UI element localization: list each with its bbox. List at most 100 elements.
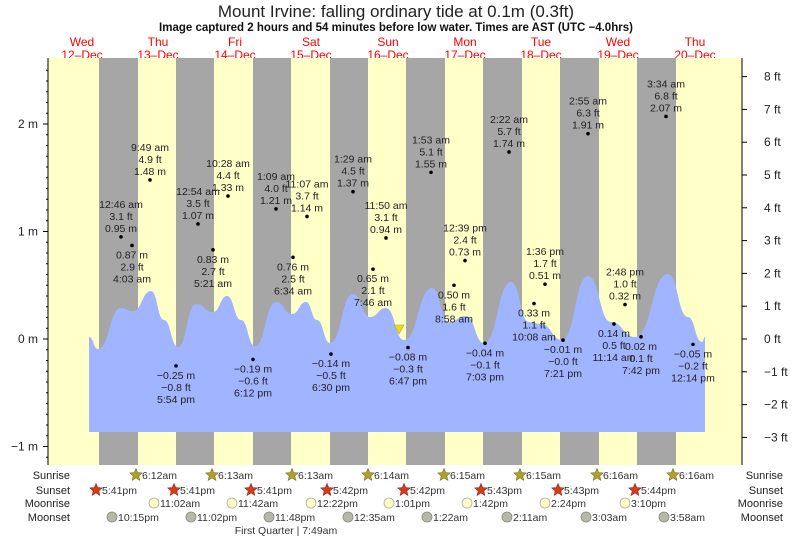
tide-height-ft: 4.9 ft <box>138 154 161 166</box>
sunrise-icon <box>285 467 299 481</box>
moonrise-time: 1:01pm <box>395 498 430 510</box>
tide-time: 12:54 am <box>176 186 220 198</box>
ft-tick-label: 4 ft <box>764 201 781 215</box>
tide-point <box>463 258 467 263</box>
day-name: Thu <box>685 35 706 49</box>
sunset-time: 5:43pm <box>564 485 599 497</box>
tide-high-annotation: 9:49 am4.9 ft1.48 m <box>131 142 169 182</box>
tide-time: 12:39 pm <box>443 223 487 235</box>
moonrise-time: 1:42pm <box>473 498 508 510</box>
tide-height-m: −0.14 m <box>312 358 350 370</box>
tide-time: 2:48 pm <box>606 267 644 279</box>
day-name: Sat <box>302 35 321 49</box>
tide-time: 4:03 am <box>113 273 151 285</box>
tide-height-ft: 3.5 ft <box>186 198 209 210</box>
moonset-time: 11:02pm <box>197 512 237 524</box>
current-time-marker <box>393 324 405 335</box>
sunset-icon <box>320 482 334 496</box>
tide-height-m: −0.01 m <box>544 344 582 356</box>
sunset-time: 5:44pm <box>641 485 676 497</box>
tide-time: 9:49 am <box>131 142 169 154</box>
tide-time: 8:58 am <box>435 313 473 325</box>
sunrise-time: 6:14am <box>374 470 409 482</box>
tide-time: 12:14 pm <box>671 372 715 384</box>
tide-height-m: −0.05 m <box>674 348 712 360</box>
moonset-row-label-right: Moonset <box>741 512 783 524</box>
plot-area <box>48 58 742 465</box>
tide-time: 1:53 am <box>412 134 450 146</box>
tide-time: 6:47 pm <box>389 376 427 388</box>
tide-time: 5:21 am <box>194 278 232 290</box>
tide-height-ft: −0.5 ft <box>316 370 346 382</box>
tide-high-annotation: 2:22 am5.7 ft1.74 m <box>490 114 528 154</box>
tide-point <box>406 345 410 350</box>
tide-high-annotation: 10:28 am4.4 ft1.33 m <box>206 158 250 198</box>
tide-time: 11:14 am <box>593 352 636 364</box>
tide-high-annotation: 1:53 am5.1 ft1.55 m <box>412 134 450 175</box>
moonset-icon <box>342 511 354 523</box>
tide-height-ft: 0.5 ft <box>602 340 625 352</box>
tide-point <box>251 357 255 362</box>
tide-high-annotation: 2:55 am6.3 ft1.91 m <box>569 96 607 136</box>
tide-point <box>274 207 278 211</box>
tide-point <box>351 189 355 194</box>
sunset-icon <box>167 482 181 496</box>
tide-point <box>586 131 590 136</box>
sunrise-time: 6:13am <box>298 470 333 482</box>
tide-point <box>639 335 643 339</box>
tide-height-m: 0.76 m <box>277 261 309 273</box>
tide-height-m: 0.32 m <box>609 291 641 303</box>
tide-point <box>148 178 152 182</box>
moonset-row-label: Moonset <box>28 512 70 524</box>
tide-height-m: 1.33 m <box>212 182 244 194</box>
sunset-time: 5:42pm <box>333 485 368 497</box>
moonrise-row-label: Moonrise <box>25 498 70 510</box>
tide-point <box>226 194 230 198</box>
sunset-icon <box>397 482 411 496</box>
moonrise-time: 11:42am <box>238 498 278 510</box>
ft-tick-label: −2 ft <box>764 398 788 412</box>
moonset-icon <box>263 511 275 523</box>
tide-height-m: 0.65 m <box>357 273 389 285</box>
tide-height-ft: 3.1 ft <box>374 212 397 224</box>
day-name: Sun <box>377 35 398 49</box>
moonrise-time: 11:02am <box>160 498 200 510</box>
tide-height-ft: 1.7 ft <box>533 258 556 270</box>
sunset-time: 5:41pm <box>180 485 215 497</box>
day-name: Fri <box>228 35 242 49</box>
sunrise-icon <box>205 467 219 481</box>
tide-height-m: 1.48 m <box>134 166 166 178</box>
tide-low-annotation: −0.04 m−0.1 ft7:03 pm <box>466 341 504 383</box>
moonset-icon <box>658 511 670 523</box>
sunset-icon <box>628 482 642 496</box>
m-tick-label: 2 m <box>18 117 38 131</box>
tide-height-m: 1.21 m <box>260 195 292 207</box>
sunrise-icon <box>513 467 527 481</box>
sunset-icon <box>474 482 488 496</box>
tide-height-ft: 2.9 ft <box>120 261 143 273</box>
axes: 2 m 1 m 0 m −1 m 8 ft 7 ft 6 ft 5 ft 4 ft 3 ft 2 f… <box>11 58 788 465</box>
sunrise-icon <box>361 467 375 481</box>
tide-time: 5:54 pm <box>157 394 195 406</box>
tide-time: 7:46 am <box>354 297 392 309</box>
sunrise-icon <box>590 467 604 481</box>
tide-point <box>612 322 616 326</box>
tide-height-ft: 6.3 ft <box>576 108 599 120</box>
tide-height-ft: 1.1 ft <box>522 320 545 332</box>
tide-low-annotation: 0.02 m0.1 ft7:42 pm <box>622 335 660 377</box>
moonrise-icon <box>539 497 551 509</box>
tide-time: 6:34 am <box>274 285 312 297</box>
moonrise-icon <box>226 497 238 509</box>
moonset-time: 1:22am <box>433 512 468 524</box>
tide-time: 6:12 pm <box>234 387 272 399</box>
tide-low-annotation: −0.19 m−0.6 ft6:12 pm <box>234 357 272 399</box>
tide-point <box>196 222 200 226</box>
tide-time: 11:50 am <box>365 200 408 212</box>
tide-point <box>561 338 565 342</box>
moonset-icon <box>421 511 433 523</box>
tide-time: 7:42 pm <box>622 365 660 377</box>
ft-tick-label: −3 ft <box>764 430 788 444</box>
moonrise-time: 3:10pm <box>631 498 666 510</box>
